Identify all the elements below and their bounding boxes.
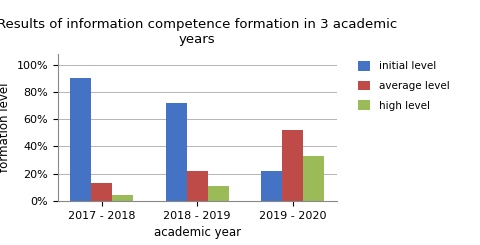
Y-axis label: formation level: formation level: [0, 83, 11, 172]
Bar: [261, 171, 281, 201]
Bar: [91, 183, 112, 201]
Title: Results of information competence formation in 3 academic
years: Results of information competence format…: [0, 18, 396, 46]
Legend: initial level, average level, high level: initial level, average level, high level: [355, 59, 451, 113]
Bar: [281, 130, 302, 201]
Bar: [302, 156, 324, 201]
Bar: [70, 78, 91, 201]
X-axis label: academic year: academic year: [153, 226, 240, 239]
Bar: [207, 186, 228, 201]
Bar: [186, 171, 207, 201]
Bar: [166, 103, 186, 201]
Bar: [112, 196, 133, 201]
